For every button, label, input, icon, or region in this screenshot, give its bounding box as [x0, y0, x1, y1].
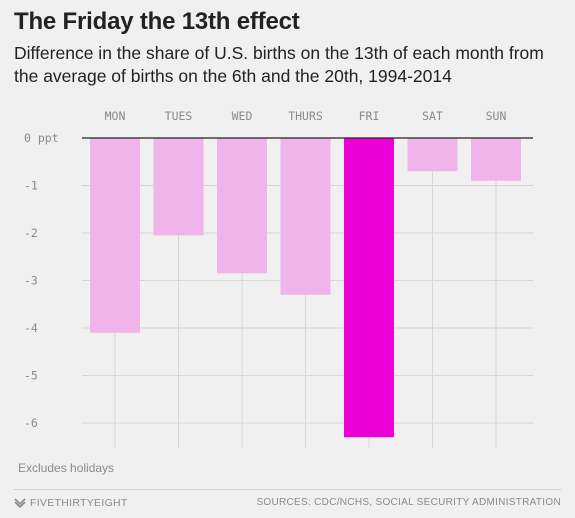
chart-subtitle: Difference in the share of U.S. births o…: [14, 43, 544, 86]
x-tick-label: TUES: [165, 109, 193, 123]
bars: [90, 138, 521, 438]
y-tick-label: -1: [24, 179, 38, 193]
x-tick-label: MON: [105, 109, 126, 123]
y-tick-label: -4: [24, 321, 38, 335]
bar-thurs: [280, 138, 331, 295]
y-tick-label: -3: [24, 274, 38, 288]
bar-fri: [344, 138, 394, 438]
x-tick-label: FRI: [359, 109, 380, 123]
bar-sun: [471, 138, 521, 181]
sources-credit: SOURCES: CDC/NCHS, SOCIAL SECURITY ADMIN…: [256, 497, 561, 508]
bar-wed: [217, 138, 267, 274]
chart-title: The Friday the 13th effect: [14, 8, 300, 35]
brand-label: FIVETHIRTYEIGHT: [30, 497, 128, 509]
footer-brand: FIVETHIRTYEIGHT: [14, 497, 128, 509]
x-tick-label: SAT: [422, 109, 443, 123]
bar-mon: [90, 138, 140, 333]
y-tick-label: 0 ppt: [24, 131, 59, 145]
y-tick-label: -6: [24, 416, 38, 430]
y-tick-label: -2: [24, 226, 38, 240]
axes: 0 ppt -1 -2 -3 -4 -5 -6 MON TUES WED THURS FRI SAT SU…: [24, 109, 533, 430]
footer-divider: [14, 489, 561, 490]
chart-note: Excludes holidays: [18, 461, 115, 475]
x-tick-label: SUN: [486, 109, 507, 123]
x-tick-label: THURS: [288, 109, 323, 123]
fivethirtyeight-logo-icon: [14, 498, 26, 509]
bar-sat: [407, 138, 458, 172]
x-tick-label: WED: [232, 109, 253, 123]
bar-tues: [153, 138, 204, 236]
y-tick-label: -5: [24, 369, 38, 383]
